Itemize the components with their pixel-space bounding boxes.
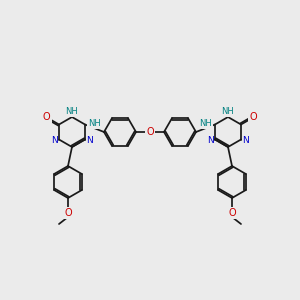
Text: O: O (228, 208, 236, 218)
Text: N: N (207, 136, 213, 145)
Text: O: O (64, 208, 72, 218)
Text: N: N (51, 136, 57, 145)
Text: N: N (87, 136, 93, 145)
Text: NH: NH (88, 119, 101, 128)
Text: O: O (249, 112, 257, 122)
Text: O: O (146, 127, 154, 137)
Text: N: N (243, 136, 249, 145)
Text: O: O (43, 112, 51, 122)
Text: NH: NH (66, 107, 78, 116)
Text: NH: NH (222, 107, 234, 116)
Text: NH: NH (199, 119, 212, 128)
